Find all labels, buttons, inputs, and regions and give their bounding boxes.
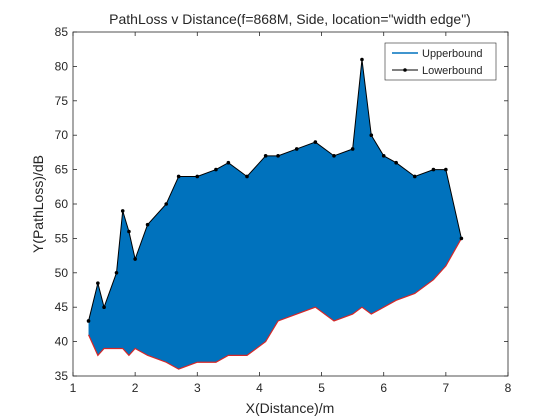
data-point (96, 281, 100, 285)
y-tick-label: 40 (55, 335, 69, 349)
y-axis-label: Y(PathLoss)/dB (30, 155, 46, 253)
x-tick-label: 8 (505, 381, 512, 395)
chart-title: PathLoss v Distance(f=868M, Side, locati… (109, 11, 471, 27)
data-point (146, 223, 150, 227)
data-point (460, 237, 464, 241)
x-tick-label: 3 (194, 381, 201, 395)
upperbound-band (89, 60, 462, 370)
y-tick-label: 50 (55, 266, 69, 280)
data-point (295, 147, 299, 151)
data-point (444, 168, 448, 172)
y-tick-label: 85 (55, 25, 69, 39)
data-point (360, 58, 364, 62)
data-point (177, 175, 181, 179)
data-point (332, 154, 336, 158)
data-point (87, 319, 91, 323)
y-tick-label: 70 (55, 128, 69, 142)
data-point (245, 175, 249, 179)
x-axis-label: X(Distance)/m (246, 400, 335, 416)
legend-marker-lowerbound (403, 68, 407, 72)
data-point (133, 257, 137, 261)
y-tick-label: 80 (55, 59, 69, 73)
data-point (351, 147, 355, 151)
legend-label-upperbound: Upperbound (422, 48, 483, 60)
y-tick-label: 60 (55, 197, 69, 211)
x-tick-label: 5 (318, 381, 325, 395)
data-point (127, 230, 131, 234)
data-point (432, 168, 436, 172)
data-point (214, 168, 218, 172)
x-tick-label: 1 (70, 381, 77, 395)
data-point (164, 202, 168, 206)
legend-label-lowerbound: Lowerbound (422, 65, 483, 77)
data-point (382, 154, 386, 158)
data-point (413, 175, 417, 179)
fill-area-group (89, 60, 462, 370)
data-point (195, 175, 199, 179)
data-point (102, 305, 106, 309)
y-tick-label: 65 (55, 163, 69, 177)
legend: Upperbound Lowerbound (385, 43, 496, 80)
data-point (369, 133, 373, 137)
data-point (227, 161, 231, 165)
x-tick-label: 4 (256, 381, 263, 395)
data-point (394, 161, 398, 165)
x-tick-label: 7 (443, 381, 450, 395)
data-point (115, 271, 119, 275)
y-tick-label: 45 (55, 300, 69, 314)
x-tick-label: 2 (132, 381, 139, 395)
data-point (121, 209, 125, 213)
data-point (314, 140, 318, 144)
x-tick-label: 6 (380, 381, 387, 395)
y-tick-label: 35 (55, 369, 69, 383)
y-tick-label: 75 (55, 94, 69, 108)
y-tick-label: 55 (55, 231, 69, 245)
data-point (264, 154, 268, 158)
data-point (276, 154, 280, 158)
